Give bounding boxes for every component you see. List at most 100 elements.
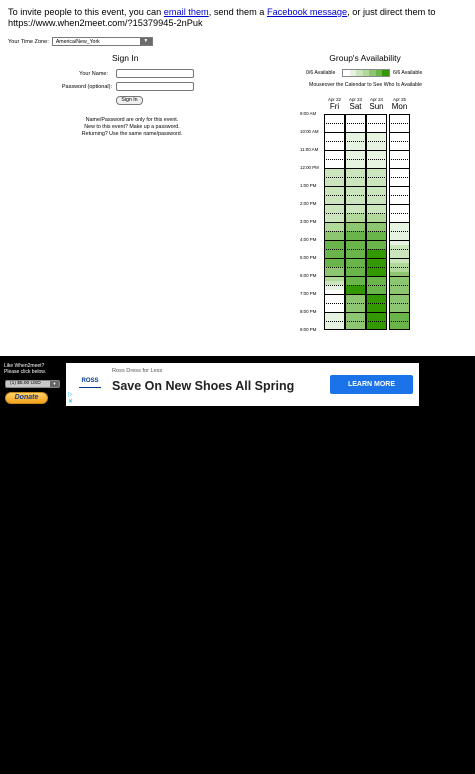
availability-slot[interactable]: [345, 181, 366, 186]
availability-slot[interactable]: [345, 217, 366, 222]
availability-slot[interactable]: [366, 312, 387, 317]
availability-slot[interactable]: [345, 235, 366, 240]
availability-slot[interactable]: [389, 267, 410, 272]
availability-slot[interactable]: [389, 316, 410, 321]
availability-slot[interactable]: [366, 204, 387, 209]
availability-slot[interactable]: [345, 163, 366, 168]
availability-slot[interactable]: [366, 325, 387, 330]
availability-slot[interactable]: [389, 123, 410, 128]
availability-slot[interactable]: [345, 312, 366, 317]
availability-slot[interactable]: [366, 289, 387, 294]
availability-slot[interactable]: [324, 136, 345, 141]
ad-cta-button[interactable]: LEARN MORE: [330, 375, 413, 394]
availability-slot[interactable]: [366, 181, 387, 186]
availability-slot[interactable]: [324, 172, 345, 177]
availability-slot[interactable]: [345, 258, 366, 263]
availability-slot[interactable]: [345, 294, 366, 299]
availability-slot[interactable]: [324, 168, 345, 173]
availability-slot[interactable]: [324, 235, 345, 240]
availability-slot[interactable]: [324, 280, 345, 285]
availability-slot[interactable]: [389, 240, 410, 245]
availability-slot[interactable]: [324, 118, 345, 123]
ad-info-icon[interactable]: ▷: [68, 392, 73, 398]
availability-slot[interactable]: [389, 145, 410, 150]
availability-slot[interactable]: [345, 208, 366, 213]
availability-slot[interactable]: [389, 307, 410, 312]
availability-slot[interactable]: [389, 231, 410, 236]
availability-slot[interactable]: [345, 172, 366, 177]
availability-slot[interactable]: [345, 177, 366, 182]
availability-slot[interactable]: [389, 271, 410, 276]
availability-slot[interactable]: [345, 298, 366, 303]
availability-slot[interactable]: [345, 199, 366, 204]
availability-slot[interactable]: [345, 316, 366, 321]
availability-slot[interactable]: [345, 114, 366, 119]
availability-slot[interactable]: [324, 298, 345, 303]
availability-slot[interactable]: [366, 186, 387, 191]
availability-slot[interactable]: [389, 141, 410, 146]
availability-slot[interactable]: [366, 154, 387, 159]
availability-slot[interactable]: [345, 280, 366, 285]
availability-slot[interactable]: [366, 213, 387, 218]
availability-slot[interactable]: [324, 231, 345, 236]
availability-slot[interactable]: [345, 213, 366, 218]
availability-slot[interactable]: [345, 186, 366, 191]
availability-slot[interactable]: [366, 321, 387, 326]
availability-slot[interactable]: [366, 141, 387, 146]
availability-slot[interactable]: [324, 204, 345, 209]
availability-slot[interactable]: [389, 235, 410, 240]
availability-slot[interactable]: [324, 267, 345, 272]
availability-slot[interactable]: [389, 114, 410, 119]
availability-slot[interactable]: [324, 303, 345, 308]
availability-slot[interactable]: [389, 280, 410, 285]
availability-slot[interactable]: [366, 262, 387, 267]
availability-slot[interactable]: [389, 168, 410, 173]
availability-slot[interactable]: [366, 217, 387, 222]
availability-slot[interactable]: [366, 172, 387, 177]
availability-slot[interactable]: [324, 312, 345, 317]
availability-slot[interactable]: [324, 159, 345, 164]
availability-slot[interactable]: [324, 294, 345, 299]
availability-slot[interactable]: [366, 307, 387, 312]
availability-slot[interactable]: [324, 307, 345, 312]
availability-slot[interactable]: [366, 163, 387, 168]
availability-slot[interactable]: [366, 222, 387, 227]
availability-slot[interactable]: [324, 123, 345, 128]
availability-slot[interactable]: [324, 249, 345, 254]
availability-slot[interactable]: [345, 289, 366, 294]
availability-slot[interactable]: [389, 217, 410, 222]
availability-slot[interactable]: [345, 226, 366, 231]
availability-slot[interactable]: [345, 285, 366, 290]
availability-slot[interactable]: [389, 312, 410, 317]
availability-slot[interactable]: [324, 154, 345, 159]
availability-slot[interactable]: [366, 285, 387, 290]
availability-slot[interactable]: [324, 213, 345, 218]
availability-slot[interactable]: [345, 132, 366, 137]
availability-slot[interactable]: [324, 217, 345, 222]
availability-slot[interactable]: [366, 258, 387, 263]
availability-slot[interactable]: [324, 276, 345, 281]
availability-slot[interactable]: [324, 177, 345, 182]
availability-slot[interactable]: [389, 204, 410, 209]
availability-slot[interactable]: [324, 226, 345, 231]
availability-slot[interactable]: [345, 145, 366, 150]
availability-slot[interactable]: [324, 141, 345, 146]
availability-slot[interactable]: [366, 249, 387, 254]
availability-slot[interactable]: [345, 240, 366, 245]
availability-slot[interactable]: [366, 199, 387, 204]
availability-slot[interactable]: [366, 294, 387, 299]
availability-slot[interactable]: [389, 226, 410, 231]
availability-slot[interactable]: [389, 208, 410, 213]
donate-amount-select[interactable]: (1) $5.00 USD ▼: [5, 380, 60, 388]
availability-slot[interactable]: [389, 132, 410, 137]
donate-button[interactable]: Donate: [5, 392, 48, 404]
availability-slot[interactable]: [389, 294, 410, 299]
availability-slot[interactable]: [324, 316, 345, 321]
availability-slot[interactable]: [389, 222, 410, 227]
availability-slot[interactable]: [389, 172, 410, 177]
availability-slot[interactable]: [389, 321, 410, 326]
availability-slot[interactable]: [389, 150, 410, 155]
availability-slot[interactable]: [366, 150, 387, 155]
availability-slot[interactable]: [366, 231, 387, 236]
availability-slot[interactable]: [324, 199, 345, 204]
